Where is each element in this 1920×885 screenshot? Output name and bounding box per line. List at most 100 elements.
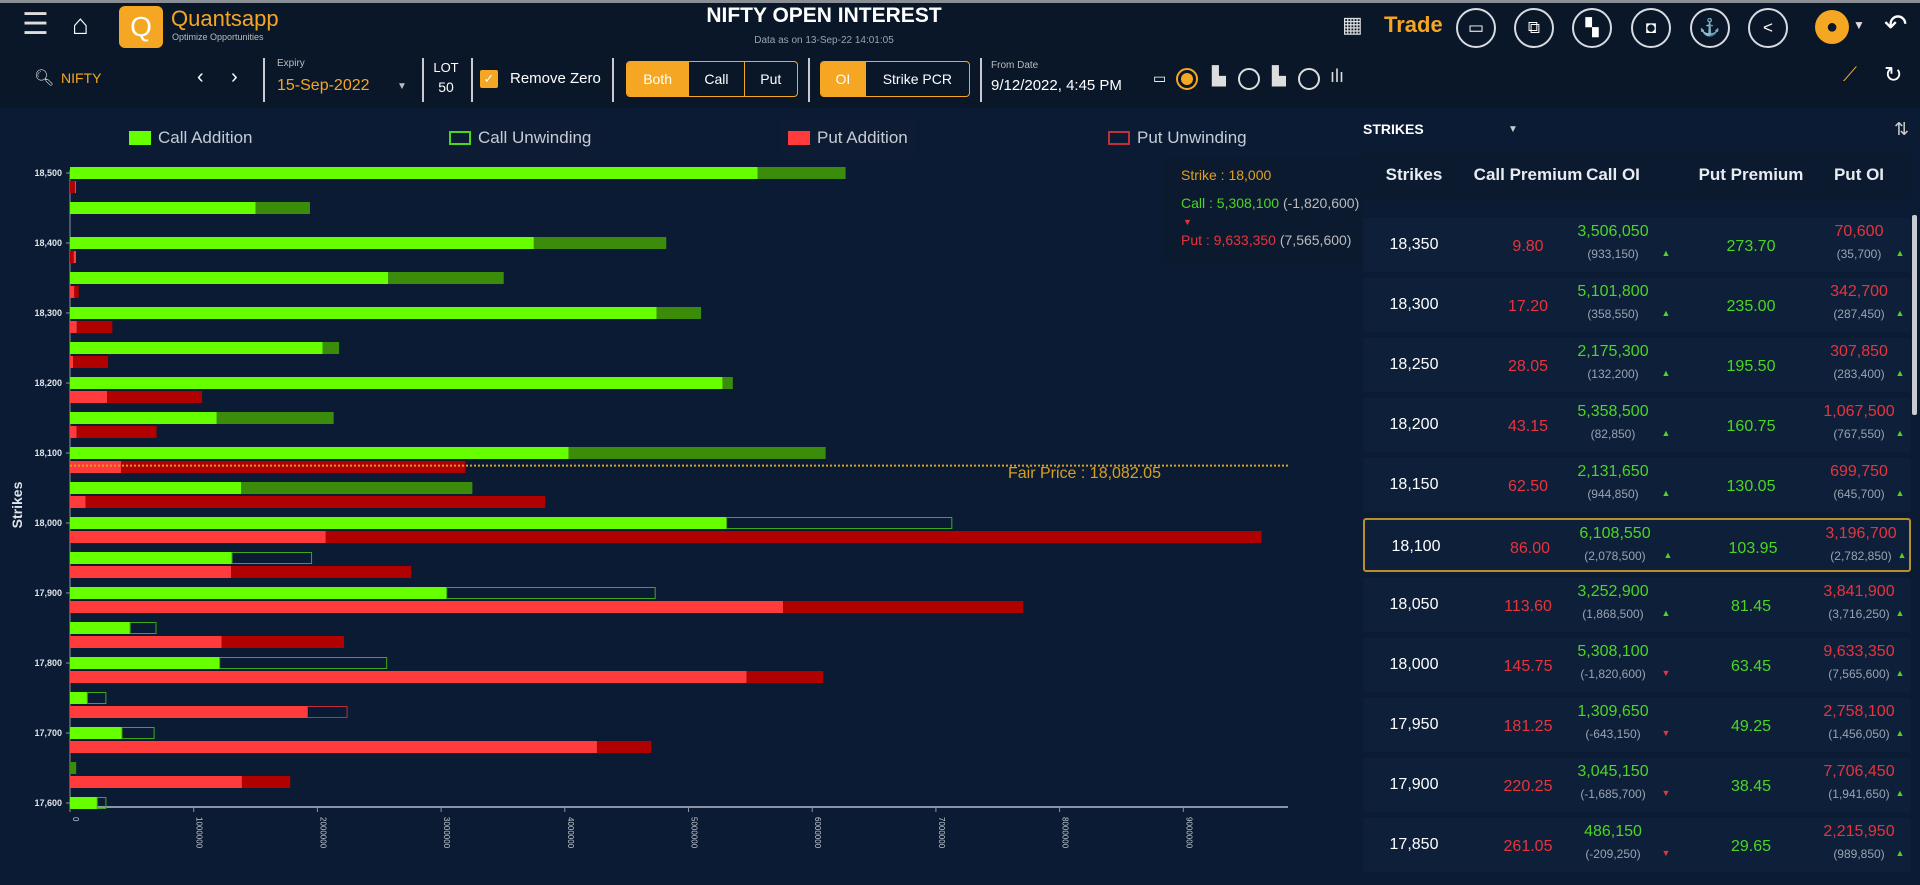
fair-price-label: Fair Price : 18,082.05 <box>1008 465 1161 482</box>
put-base-bar <box>70 391 108 403</box>
legend-call-unwinding[interactable]: Call Unwinding <box>441 118 600 158</box>
table-row[interactable]: 18,300 17.20 5,101,800 (358,550) ▲ 235.00 342,… <box>1363 278 1911 332</box>
call-premium-cell: 17.20 <box>1507 298 1549 315</box>
legend-put-unwinding[interactable]: Put Unwinding <box>1100 118 1255 158</box>
x-tick-label: 6000000 <box>813 817 822 849</box>
put-addition-bar <box>73 356 109 368</box>
legend-put-addition[interactable]: Put Addition <box>780 118 916 158</box>
stacked-bar-icon[interactable]: ▙ <box>1272 66 1286 86</box>
both-button[interactable]: Both <box>627 62 689 96</box>
back-icon[interactable]: ↶ <box>1884 9 1908 40</box>
bar-chart-icon[interactable]: ▙ <box>1212 66 1226 86</box>
call-addition-bar <box>568 447 826 459</box>
table-row[interactable]: 18,100 86.00 6,108,550 (2,078,500) ▲ 103.95 3,… <box>1363 518 1911 572</box>
view-radio-3[interactable] <box>1298 68 1320 90</box>
y-tick-label: 18,300 <box>34 308 62 318</box>
home-icon[interactable]: ⌂ <box>72 9 89 40</box>
divider <box>808 58 810 102</box>
put-oi-cell: 699,750 <box>1830 463 1888 480</box>
x-tick-label: 2000000 <box>318 817 327 849</box>
call-premium-cell: 28.05 <box>1507 358 1549 375</box>
col-call-premium[interactable]: Call Premium <box>1473 165 1583 184</box>
table-row[interactable]: 18,150 62.50 2,131,650 (944,850) ▲ 130.05 699,… <box>1363 458 1911 512</box>
table-row[interactable]: 18,000 145.75 5,308,100 (-1,820,600) ▼ 63.45 9… <box>1363 638 1911 692</box>
next-expiry-button[interactable]: › <box>231 66 238 88</box>
call-button[interactable]: Call <box>688 62 743 96</box>
put-oi-up-arrow-icon: ▲ <box>1895 848 1905 858</box>
expiry-select[interactable]: 15-Sep-2022 <box>277 77 370 94</box>
prev-expiry-button[interactable]: ‹ <box>197 66 204 88</box>
table-row[interactable]: 18,250 28.05 2,175,300 (132,200) ▲ 195.50 307,… <box>1363 338 1911 392</box>
put-button[interactable]: Put <box>743 62 797 96</box>
call-base-bar <box>70 237 534 249</box>
table-row[interactable]: 17,950 181.25 1,309,650 (-643,150) ▼ 49.25 2,7… <box>1363 698 1911 752</box>
grid-icon[interactable]: ▦ <box>1342 12 1363 37</box>
strikes-dropdown[interactable]: STRIKES <box>1363 121 1424 137</box>
view-radio-1[interactable] <box>1176 68 1198 90</box>
user-avatar-icon[interactable]: ● <box>1815 10 1849 44</box>
share-icon[interactable]: < <box>1748 8 1788 48</box>
put-oi-change-cell: (283,400) <box>1833 367 1885 381</box>
column-chart-icon[interactable]: ılı <box>1330 66 1345 86</box>
table-row[interactable]: 17,850 261.05 486,150 (-209,250) ▼ 29.65 2,215… <box>1363 818 1911 872</box>
put-addition-bar <box>85 496 546 508</box>
strike-pcr-button[interactable]: Strike PCR <box>864 62 969 96</box>
view-radio-2[interactable] <box>1238 68 1260 90</box>
call-oi-change-cell: (358,550) <box>1587 307 1639 321</box>
call-premium-cell: 261.05 <box>1503 838 1553 855</box>
col-put-oi[interactable]: Put OI <box>1833 165 1885 184</box>
table-row[interactable]: 17,900 220.25 3,045,150 (-1,685,700) ▼ 38.45 7… <box>1363 758 1911 812</box>
put-addition-bar <box>70 251 74 263</box>
external-link-icon[interactable]: ⧉ <box>1514 8 1554 48</box>
col-call-oi[interactable]: Call OI <box>1586 165 1640 184</box>
basket-icon[interactable]: ⚓ <box>1690 8 1730 48</box>
put-base-bar <box>70 356 74 368</box>
sort-icon[interactable]: ⇅ <box>1894 119 1910 139</box>
chevron-down-icon[interactable]: ▼ <box>1853 18 1865 32</box>
search-icon[interactable]: 🔍︎ <box>34 70 55 87</box>
call-oi-cell: 2,131,650 <box>1577 463 1649 480</box>
call-base-bar <box>70 447 569 459</box>
folder-icon[interactable]: ▭ <box>1456 8 1496 48</box>
call-oi-cell: 6,108,550 <box>1579 525 1651 542</box>
line-chart-icon[interactable]: ⟋ <box>1843 64 1857 86</box>
put-base-bar <box>70 426 77 438</box>
put-base-bar <box>70 636 222 648</box>
menu-icon[interactable]: ☰ <box>22 8 49 41</box>
table-scrollbar[interactable] <box>1912 215 1917 415</box>
divider <box>422 58 424 102</box>
x-tick-label: 5000000 <box>690 817 699 849</box>
col-strikes[interactable]: Strikes <box>1385 165 1443 184</box>
refresh-icon[interactable]: ↻ <box>1884 62 1903 87</box>
symbol-input[interactable]: NIFTY <box>61 70 102 86</box>
quantsapp-logo[interactable]: Q <box>119 6 163 48</box>
strike-cell: 18,250 <box>1389 356 1439 373</box>
from-date-label: From Date <box>991 60 1039 71</box>
call-oi-down-arrow-icon: ▼ <box>1661 728 1671 738</box>
calendar-icon[interactable]: ▭ <box>1153 70 1167 86</box>
remove-zero-checkbox[interactable]: ✓ <box>480 70 498 88</box>
call-base-bar <box>70 167 758 179</box>
put-unwinding-bar <box>307 706 348 718</box>
put-premium-cell: 29.65 <box>1730 838 1772 855</box>
from-date-input[interactable]: 9/12/2022, 4:45 PM <box>991 77 1122 94</box>
video-icon[interactable]: ◘ <box>1631 8 1671 48</box>
legend-call-addition[interactable]: Call Addition <box>121 118 261 158</box>
expiry-dropdown-icon[interactable]: ▼ <box>397 81 407 92</box>
put-addition-bar <box>76 321 113 333</box>
tooltip-put: Put : 9,633,350 <box>1181 232 1276 248</box>
table-row[interactable]: 18,350 9.80 3,506,050 (933,150) ▲ 273.70 70,60… <box>1363 218 1911 272</box>
trade-button[interactable]: Trade <box>1384 12 1443 37</box>
put-base-bar <box>70 671 747 683</box>
call-oi-change-cell: (-643,150) <box>1585 727 1641 741</box>
layout-icon[interactable]: ▚ <box>1572 8 1612 48</box>
table-row[interactable]: 18,200 43.15 5,358,500 (82,850) ▲ 160.75 1,067… <box>1363 398 1911 452</box>
call-base-bar <box>70 797 98 809</box>
oi-button[interactable]: OI <box>821 62 865 96</box>
col-put-premium[interactable]: Put Premium <box>1698 165 1804 184</box>
call-oi-cell: 486,150 <box>1584 823 1642 840</box>
chevron-down-icon[interactable]: ▼ <box>1508 124 1518 135</box>
put-oi-up-arrow-icon: ▲ <box>1895 608 1905 618</box>
table-row[interactable]: 18,050 113.60 3,252,900 (1,868,500) ▲ 81.45 3,… <box>1363 578 1911 632</box>
call-addition-bar <box>255 202 310 214</box>
